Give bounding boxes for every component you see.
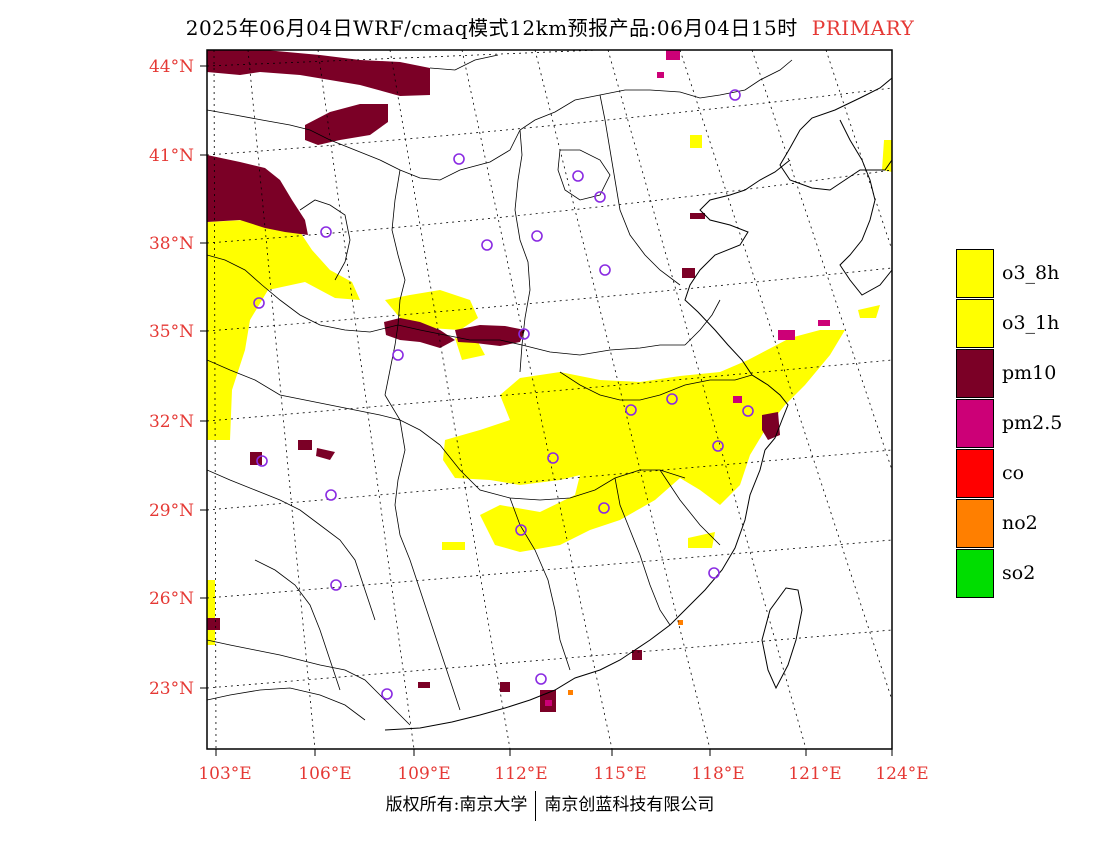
station-marker [515, 524, 527, 536]
lon-label: 112°E [494, 764, 547, 784]
legend-label: o3_1h [1002, 312, 1060, 334]
station-marker [712, 440, 724, 452]
graticule [207, 50, 892, 749]
lon-label: 106°E [298, 764, 351, 784]
lon-label: 124°E [875, 764, 928, 784]
station-marker [625, 404, 637, 416]
station-marker [729, 89, 741, 101]
station-marker [518, 328, 530, 340]
title-main: 2025年06月04日WRF/cmaq模式12km预报产品:06月04日15时 [185, 16, 798, 40]
lat-labels: 44°N 41°N 38°N 35°N 32°N 29°N 26°N 23°N [149, 57, 194, 699]
coastline [779, 77, 892, 191]
lat-label: 26°N [149, 589, 194, 609]
pm10-region-layer [207, 50, 780, 712]
legend-swatch [956, 449, 994, 498]
station-marker [547, 452, 559, 464]
station-marker [453, 153, 465, 165]
station-marker [531, 230, 543, 242]
copyright-footer: 版权所有:南京大学 南京创蓝科技有限公司 [0, 790, 1100, 821]
page-title: 2025年06月04日WRF/cmaq模式12km预报产品:06月04日15时 P… [0, 12, 1100, 41]
lat-label: 38°N [149, 234, 194, 254]
footer-separator [535, 790, 537, 821]
footer-right: 南京创蓝科技有限公司 [544, 795, 715, 815]
station-marker [599, 264, 611, 276]
station-marker [598, 502, 610, 514]
station-marker [742, 405, 754, 417]
title-tag: PRIMARY [811, 16, 915, 40]
station-marker [320, 226, 332, 238]
map-frame [206, 49, 893, 750]
station-marker [594, 191, 606, 203]
taiwan-outline [761, 587, 803, 690]
lat-label: 44°N [149, 57, 194, 77]
legend-swatch [956, 249, 994, 298]
legend-label: so2 [1002, 562, 1036, 584]
lat-label: 32°N [149, 412, 194, 432]
station-markers [253, 89, 754, 700]
station-marker [325, 489, 337, 501]
station-marker [256, 455, 268, 467]
lat-label: 41°N [149, 146, 194, 166]
station-marker [392, 349, 404, 361]
pm25-region-layer [545, 50, 830, 706]
station-marker [330, 579, 342, 591]
station-marker [481, 239, 493, 251]
legend-label: no2 [1002, 512, 1038, 534]
lat-label: 23°N [149, 679, 194, 699]
legend-swatch [956, 299, 994, 348]
lat-label: 35°N [149, 322, 194, 342]
lon-label: 109°E [397, 764, 450, 784]
lon-label: 118°E [691, 764, 744, 784]
legend-swatch [956, 349, 994, 398]
station-marker [381, 688, 393, 700]
legend-label: o3_8h [1002, 262, 1060, 284]
station-marker [253, 297, 265, 309]
station-marker [535, 673, 547, 685]
legend-swatch [956, 399, 994, 448]
lon-label: 103°E [198, 764, 251, 784]
lon-label: 115°E [593, 764, 646, 784]
o3-region-layer [207, 135, 892, 645]
station-marker [708, 567, 720, 579]
lon-label: 121°E [788, 764, 841, 784]
station-marker [572, 170, 584, 182]
legend-swatch [956, 549, 994, 598]
legend-label: pm2.5 [1002, 412, 1063, 434]
coastline-east [684, 159, 791, 451]
province-boundaries [207, 54, 793, 726]
station-marker [666, 393, 678, 405]
lon-labels: 103°E 106°E 109°E 112°E 115°E 118°E 121°… [198, 764, 928, 784]
coastline-south [384, 449, 766, 731]
footer-left: 版权所有:南京大学 [385, 795, 528, 815]
legend-swatch [956, 499, 994, 548]
legend-label: co [1002, 462, 1025, 484]
legend-label: pm10 [1002, 362, 1057, 384]
axis-ticks [200, 65, 893, 756]
lat-label: 29°N [149, 501, 194, 521]
no2-region-layer [568, 620, 683, 695]
